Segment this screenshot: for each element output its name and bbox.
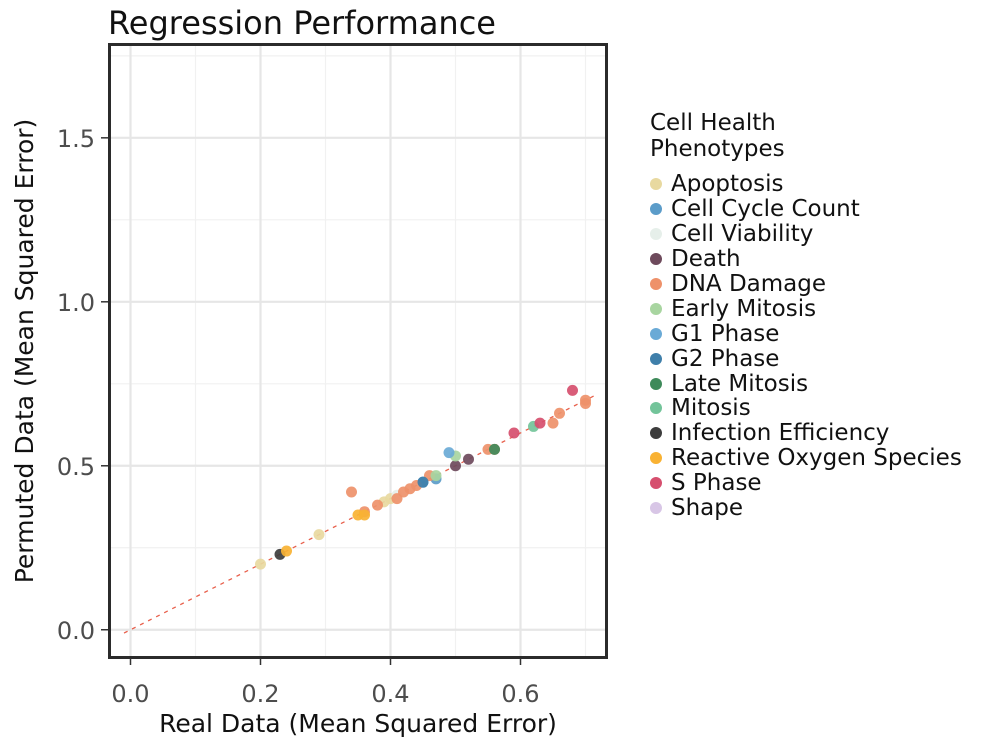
legend-label-cell-viability: Cell Viability [671, 221, 814, 248]
legend-item-reactive-oxygen-species: Reactive Oxygen Species [650, 445, 962, 472]
x-tick-label: 0.4 [371, 680, 409, 708]
point-dna-damage [547, 417, 559, 429]
legend-title-line-1: Cell Health [650, 110, 776, 136]
x-axis-ticks: 0.0 0.2 0.4 0.6 [111, 658, 540, 708]
point-reactive-oxygen-species [281, 545, 292, 557]
legend-items: Apoptosis Cell Cycle Count Cell Viability D… [650, 171, 962, 522]
y-tick-label: 0.0 [57, 617, 95, 645]
point-g2-phase [417, 476, 429, 488]
legend-title-line-2: Phenotypes [650, 136, 785, 162]
point-apoptosis [255, 558, 266, 570]
legend-item-cell-viability: Cell Viability [650, 221, 962, 248]
y-axis-label: Permuted Data (Mean Squared Error) [10, 119, 39, 584]
legend-item-death: Death [650, 246, 962, 273]
point-early-mitosis [430, 470, 442, 482]
plot-frame [108, 43, 608, 659]
point-reactive-oxygen-species [359, 509, 370, 521]
legend-item-dna-damage: DNA Damage [650, 271, 962, 298]
point-death [463, 453, 474, 465]
legend-label-mitosis: Mitosis [671, 395, 751, 422]
legend-swatch-infection-efficiency [650, 427, 662, 440]
legend-label-early-mitosis: Early Mitosis [671, 295, 817, 322]
legend-label-g1-phase: G1 Phase [671, 320, 780, 347]
point-dna-damage [346, 486, 357, 498]
point-late-mitosis [489, 443, 500, 455]
legend-swatch-late-mitosis [650, 377, 662, 390]
y-axis-ticks: 0.0 0.5 1.0 1.5 [57, 125, 108, 645]
legend-label-death: Death [671, 246, 741, 273]
legend-label-s-phase: S Phase [671, 470, 762, 497]
point-dna-damage [372, 499, 383, 511]
legend-item-apoptosis: Apoptosis [650, 171, 962, 198]
legend-swatch-g2-phase [650, 352, 662, 365]
legend-item-s-phase: S Phase [650, 470, 962, 497]
legend-label-reactive-oxygen-species: Reactive Oxygen Species [671, 445, 962, 472]
legend-swatch-apoptosis [650, 178, 662, 191]
point-death [450, 460, 461, 472]
point-dna-damage [554, 407, 565, 419]
x-tick-label: 0.0 [111, 680, 149, 708]
legend-item-cell-cycle-count: Cell Cycle Count [650, 196, 962, 223]
legend-item-mitosis: Mitosis [650, 395, 962, 422]
legend-item-shape: Shape [650, 495, 962, 522]
legend-swatch-early-mitosis [650, 302, 662, 315]
legend-swatch-s-phase [650, 477, 662, 490]
legend-swatch-mitosis [650, 402, 662, 415]
legend-swatch-dna-damage [650, 278, 662, 290]
legend-swatch-reactive-oxygen-species [650, 452, 662, 465]
chart-title: Regression Performance [108, 4, 496, 42]
point-s-phase [508, 427, 520, 439]
point-apoptosis [313, 529, 325, 541]
legend-item-late-mitosis: Late Mitosis [650, 370, 962, 397]
y-tick-label: 0.5 [57, 453, 95, 481]
grid-lines [111, 46, 605, 656]
data-points [255, 384, 591, 570]
point-dna-damage [580, 394, 591, 406]
point-g1-phase [443, 447, 455, 459]
legend-label-apoptosis: Apoptosis [671, 171, 784, 198]
legend: Cell Health Phenotypes Apoptosis Cell Cyc… [650, 110, 962, 522]
point-s-phase [567, 384, 578, 396]
legend-swatch-death [650, 253, 662, 266]
legend-label-infection-efficiency: Infection Efficiency [671, 420, 890, 447]
legend-item-infection-efficiency: Infection Efficiency [650, 420, 962, 447]
legend-item-g2-phase: G2 Phase [650, 345, 962, 372]
legend-swatch-g1-phase [650, 327, 662, 340]
x-axis-label: Real Data (Mean Squared Error) [159, 709, 557, 738]
legend-label-shape: Shape [671, 495, 744, 522]
legend-label-late-mitosis: Late Mitosis [671, 370, 809, 397]
legend-swatch-cell-viability [650, 228, 662, 241]
x-tick-label: 0.2 [241, 680, 279, 708]
legend-item-g1-phase: G1 Phase [650, 320, 962, 347]
legend-label-g2-phase: G2 Phase [671, 345, 780, 372]
legend-swatch-shape [650, 502, 662, 515]
legend-label-cell-cycle-count: Cell Cycle Count [671, 196, 860, 223]
legend-swatch-cell-cycle-count [650, 203, 662, 216]
legend-title: Cell Health Phenotypes [650, 110, 962, 162]
x-tick-label: 0.6 [501, 680, 539, 708]
y-tick-label: 1.5 [57, 125, 95, 153]
legend-item-early-mitosis: Early Mitosis [650, 295, 962, 322]
legend-label-dna-damage: DNA Damage [671, 271, 827, 298]
point-s-phase [534, 417, 546, 429]
y-tick-label: 1.0 [57, 289, 95, 317]
